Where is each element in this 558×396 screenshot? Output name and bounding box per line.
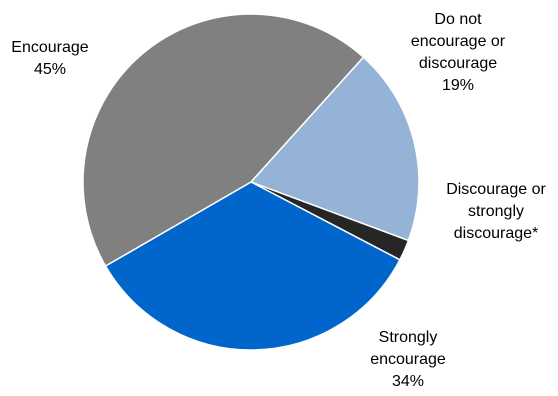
slice-label-3: Encourage 45%	[11, 39, 88, 78]
slice-label-line: 34%	[392, 373, 424, 390]
pie-slices	[82, 13, 420, 351]
pie-slice-encourage	[82, 13, 365, 267]
slice-label-line: discourage	[419, 55, 497, 72]
slice-label-line: 19%	[442, 77, 474, 94]
slice-label-line: Discourage or	[446, 181, 546, 198]
slice-label-1: Discourage or strongly discourage*	[446, 181, 546, 242]
slice-label-line: encourage or	[411, 33, 506, 50]
pie-slice-do-not-encourage-or-discourage	[250, 56, 420, 242]
slice-label-2: Strongly encourage 34%	[370, 329, 446, 390]
slice-label-line: discourage*	[454, 225, 539, 242]
slice-label-line: Encourage	[11, 39, 88, 56]
slice-label-line: encourage	[370, 351, 446, 368]
slice-label-line: strongly	[468, 203, 524, 220]
slice-label-line: Do not	[434, 11, 482, 28]
pie-labels: Do not encourage or discourage 19% Discourag…	[11, 11, 546, 390]
slice-label-line: 45%	[34, 61, 66, 78]
slice-label-line: Strongly	[379, 329, 438, 346]
slice-label-0: Do not encourage or discourage 19%	[411, 11, 506, 94]
